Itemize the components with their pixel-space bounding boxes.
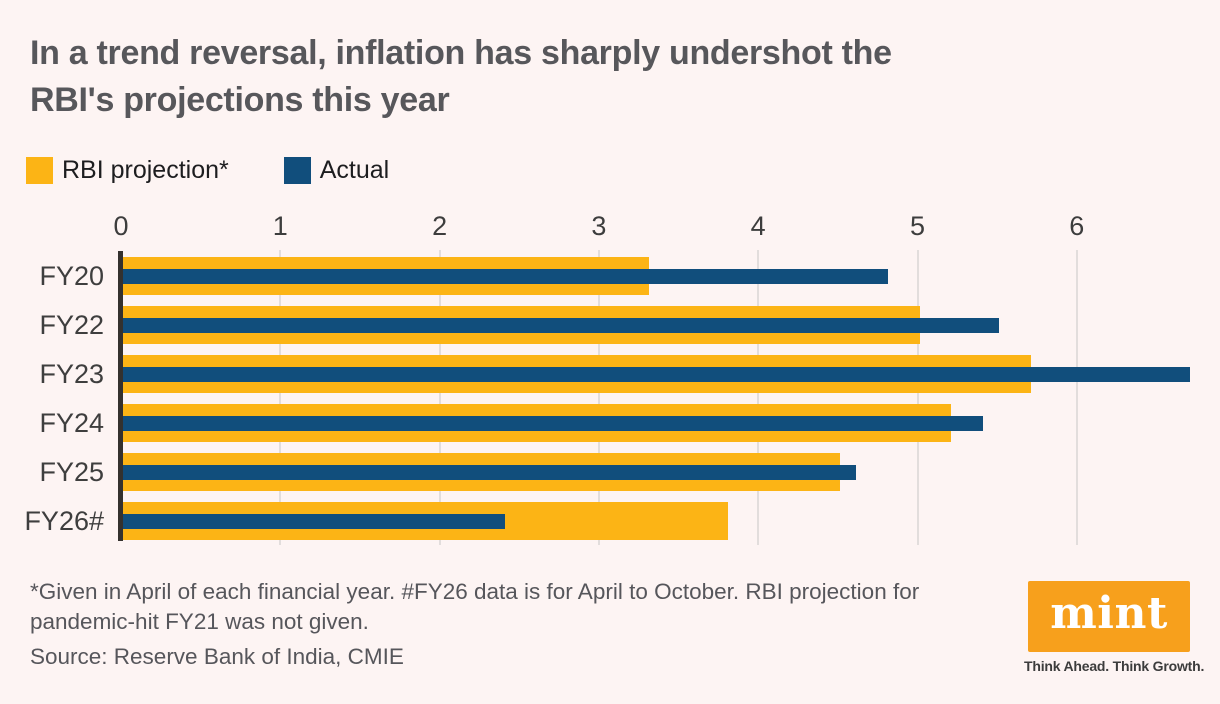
bar-actual-fy22 xyxy=(123,317,1000,333)
mint-logo: mint xyxy=(1028,581,1190,652)
x-axis-tick-label-2: 2 xyxy=(432,211,448,241)
chart-legend: RBI projection* Actual xyxy=(26,156,389,184)
chart-title: In a trend reversal, inflation has sharp… xyxy=(30,30,1170,124)
x-axis-tick-label-1: 1 xyxy=(272,211,288,241)
gridline-1 xyxy=(279,250,282,545)
gridline-5 xyxy=(916,250,919,545)
chart-title-line-2: RBI's projections this year xyxy=(30,81,450,119)
legend-label-rbi-projection: RBI projection* xyxy=(62,155,229,184)
x-axis-tick-label-0: 0 xyxy=(113,211,129,241)
bar-actual-fy23 xyxy=(123,366,1191,382)
gridline-4 xyxy=(757,250,760,545)
x-axis-tick-label-3: 3 xyxy=(591,211,607,241)
legend-swatch-rbi-projection xyxy=(26,156,53,184)
source-credit: Source: Reserve Bank of India, CMIE xyxy=(30,644,404,669)
x-axis-tick-label-6: 6 xyxy=(1069,211,1085,241)
mint-logo-tagline: Think Ahead. Think Growth. xyxy=(1024,658,1205,674)
category-label-fy24: FY24 xyxy=(39,408,104,438)
footnote: *Given in April of each financial year. … xyxy=(30,577,919,637)
y-axis-line xyxy=(118,251,123,541)
chart-title-line-1: In a trend reversal, inflation has sharp… xyxy=(30,34,892,72)
footnote-line-2: pandemic-hit FY21 was not given. xyxy=(30,609,369,634)
bar-actual-fy24 xyxy=(123,415,984,431)
gridline-6 xyxy=(1075,250,1078,545)
legend-swatch-actual xyxy=(283,156,311,184)
bar-actual-fy26 xyxy=(123,513,506,529)
category-label-fy23: FY23 xyxy=(39,359,104,389)
mint-logo-text: mint xyxy=(1050,587,1168,639)
bar-actual-fy25 xyxy=(123,464,856,480)
category-label-fy20: FY20 xyxy=(39,261,104,291)
category-label-fy25: FY25 xyxy=(39,457,104,487)
gridline-3 xyxy=(597,250,600,545)
bar-actual-fy20 xyxy=(123,268,888,284)
gridline-2 xyxy=(438,250,441,545)
category-label-fy22: FY22 xyxy=(39,310,104,340)
legend-label-actual: Actual xyxy=(319,155,390,184)
x-axis-tick-label-5: 5 xyxy=(909,211,926,241)
plot-area: 0 1 2 3 4 5 6 FY20 FY22 FY23 FY24 FY25 FY26# xyxy=(24,211,1198,545)
footnote-line-1: *Given in April of each financial year. … xyxy=(30,579,920,604)
x-axis-tick-label-4: 4 xyxy=(750,211,766,241)
category-label-fy26: FY26# xyxy=(24,506,104,536)
